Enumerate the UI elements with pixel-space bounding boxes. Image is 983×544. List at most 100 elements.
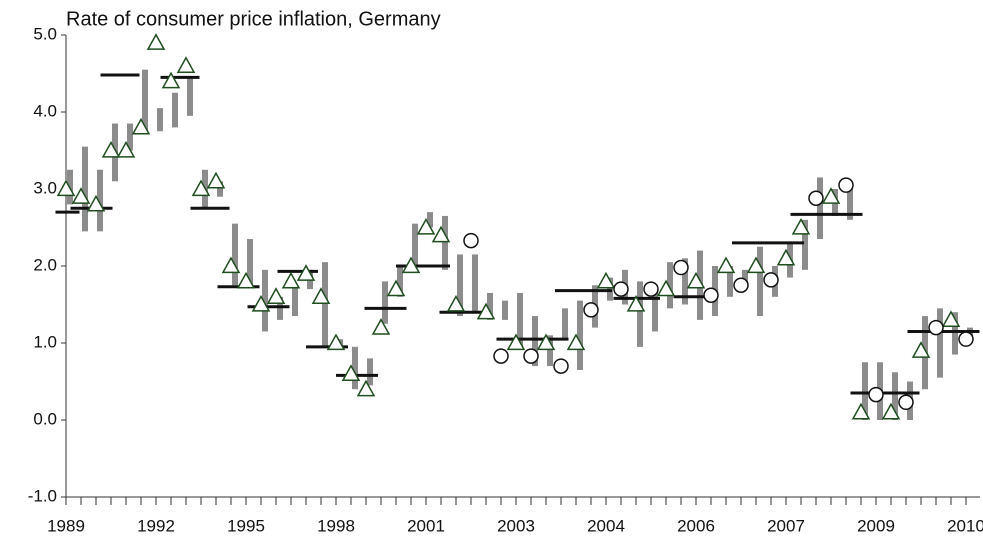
- circle-marker: [868, 386, 884, 403]
- range-bar: [292, 285, 298, 317]
- range-bar: [517, 292, 523, 347]
- triangle-marker: [596, 271, 616, 289]
- triangle-marker: [86, 194, 106, 212]
- x-tick-label: 2004: [587, 516, 625, 535]
- y-tick-label: -1.0: [28, 486, 57, 505]
- circle-marker: [643, 281, 659, 297]
- triangle-marker: [716, 256, 736, 274]
- range-bar: [892, 372, 898, 420]
- x-tick-label: 1992: [137, 516, 175, 535]
- circle-marker: [553, 358, 569, 374]
- circle-marker: [763, 272, 779, 288]
- triangle-marker: [281, 271, 301, 289]
- range-bar: [412, 223, 418, 266]
- triangle-marker: [71, 187, 91, 204]
- triangle-marker: [176, 56, 196, 73]
- range-bar: [637, 281, 643, 347]
- triangle-marker: [416, 217, 436, 235]
- y-tick-label: 5.0: [33, 24, 57, 43]
- range-bar: [652, 285, 658, 332]
- triangle-marker: [881, 402, 901, 420]
- y-tick-label: 2.0: [33, 255, 57, 274]
- chart-title: Rate of consumer price inflation, German…: [66, 8, 441, 30]
- circle-marker: [493, 348, 509, 364]
- triangle-marker: [656, 279, 676, 297]
- range-bar: [322, 262, 328, 347]
- triangle-marker: [506, 333, 526, 351]
- range-bar: [442, 215, 448, 270]
- range-bar: [847, 189, 853, 220]
- circle-marker: [523, 348, 539, 364]
- range-bar: [862, 362, 868, 420]
- triangle-marker: [821, 187, 841, 204]
- range-bar: [757, 246, 763, 317]
- triangle-marker: [401, 256, 421, 274]
- triangle-marker: [296, 264, 316, 281]
- triangle-marker: [941, 310, 961, 328]
- triangle-marker: [911, 341, 931, 358]
- triangle-marker: [566, 333, 586, 351]
- range-bar: [802, 219, 808, 270]
- range-bar: [937, 308, 943, 378]
- x-tick-label: 2003: [497, 516, 535, 535]
- range-bar: [217, 181, 223, 197]
- circle-marker: [838, 177, 854, 193]
- range-bar: [457, 254, 463, 317]
- range-bar: [127, 123, 133, 151]
- range-bar: [952, 312, 958, 355]
- range-bar: [667, 262, 673, 309]
- range-bar: [487, 292, 493, 320]
- circle-marker: [898, 394, 914, 411]
- triangle-marker: [386, 279, 406, 297]
- triangle-marker: [191, 179, 211, 197]
- range-bar: [607, 277, 613, 301]
- triangle-marker: [851, 402, 871, 420]
- triangle-marker: [311, 287, 331, 304]
- circle-marker: [613, 281, 629, 297]
- circle-marker: [583, 302, 599, 318]
- range-bar: [142, 69, 148, 132]
- x-tick-label: 2007: [767, 516, 805, 535]
- circle-marker: [958, 331, 974, 347]
- range-bar: [472, 254, 478, 313]
- triangle-marker: [536, 333, 556, 351]
- triangle-marker: [116, 140, 136, 158]
- range-bar: [367, 358, 373, 386]
- x-tick-label: 2001: [407, 516, 445, 535]
- triangle-marker: [56, 179, 76, 197]
- range-bar: [97, 169, 103, 232]
- triangle-marker: [446, 294, 466, 312]
- x-tick-label: 2006: [677, 516, 715, 535]
- range-bar: [82, 146, 88, 232]
- triangle-marker: [221, 256, 241, 274]
- triangle-marker: [131, 117, 151, 135]
- range-bar: [397, 266, 403, 297]
- triangle-marker: [101, 140, 121, 158]
- range-bar: [532, 316, 538, 367]
- triangle-marker: [476, 302, 496, 320]
- y-tick-label: 4.0: [33, 101, 57, 120]
- range-bar: [247, 239, 253, 286]
- triangle-marker: [326, 333, 346, 351]
- circle-marker: [703, 287, 719, 304]
- circle-marker: [928, 319, 944, 336]
- x-tick-label: 1989: [47, 516, 85, 535]
- range-bar: [727, 266, 733, 297]
- range-bar: [562, 308, 568, 340]
- range-bar: [682, 258, 688, 305]
- x-tick-label: 2010: [947, 516, 983, 535]
- range-bar: [427, 212, 433, 228]
- triangle-marker: [341, 364, 361, 381]
- circle-marker: [808, 190, 824, 206]
- x-tick-label: 1995: [227, 516, 265, 535]
- triangle-marker: [251, 294, 271, 312]
- circle-marker: [463, 232, 479, 249]
- y-tick-label: 1.0: [33, 332, 57, 351]
- range-bar: [172, 92, 178, 128]
- x-tick-label: 1998: [317, 516, 355, 535]
- range-bar: [352, 346, 358, 390]
- range-bar: [277, 296, 283, 320]
- triangle-marker: [371, 318, 391, 335]
- range-bar: [187, 77, 193, 116]
